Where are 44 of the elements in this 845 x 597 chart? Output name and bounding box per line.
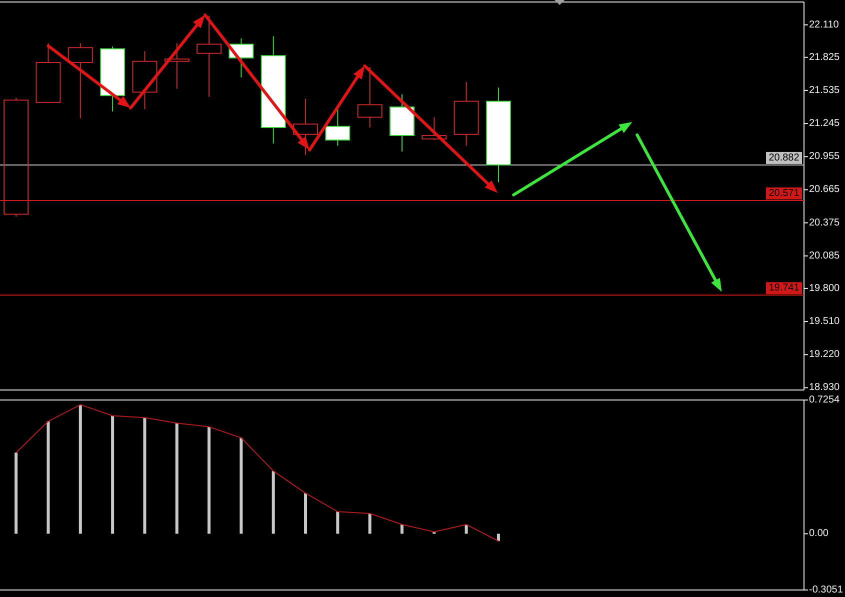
candlestick (36, 42, 61, 103)
y-tick-label: 21.245 (809, 118, 840, 130)
y-tick-label: 20.085 (809, 250, 840, 262)
y-tick-label: 0.00 (809, 528, 829, 540)
ref-line-label: 20.882 (768, 152, 800, 164)
bar (208, 426, 211, 534)
bar (272, 471, 275, 534)
y-tick-label: 20.955 (809, 151, 840, 162)
candlestick (325, 108, 350, 146)
bar (143, 418, 146, 534)
bar (400, 524, 404, 534)
y-tick-label: 19.510 (809, 316, 840, 328)
candlestick (132, 50, 158, 110)
bar (175, 423, 178, 534)
candlestick (390, 94, 414, 152)
bar (46, 421, 50, 534)
y-tick-label: 19.800 (809, 282, 840, 294)
candlestick (422, 116, 447, 141)
bar (111, 416, 114, 534)
candlestick (293, 98, 318, 156)
candlestick (68, 42, 93, 119)
y-tick-label: -0.3051 (809, 584, 844, 596)
bar (78, 404, 82, 534)
bar (496, 534, 500, 542)
line-series (16, 404, 499, 542)
bar (14, 452, 18, 534)
bar (368, 513, 372, 534)
y-tick-label: 21.825 (809, 52, 840, 63)
ref-line-label: 20.571 (768, 188, 800, 199)
y-tick-label: 0.7254 (809, 394, 840, 406)
y-tick-label: 20.665 (809, 184, 840, 196)
candlestick (454, 81, 479, 146)
y-tick-label: 18.930 (809, 382, 840, 394)
bar (336, 512, 340, 534)
y-tick-label: 21.535 (809, 84, 840, 96)
candlestick (486, 87, 511, 183)
ref-line-label: 19.741 (768, 282, 800, 294)
bar (304, 493, 308, 534)
bar (240, 438, 243, 534)
candlestick (260, 36, 286, 144)
y-tick-label: 19.220 (809, 349, 840, 360)
candlestick (164, 42, 190, 90)
y-tick-label: 22.110 (809, 19, 840, 30)
y-tick-label: 20.375 (809, 217, 840, 228)
